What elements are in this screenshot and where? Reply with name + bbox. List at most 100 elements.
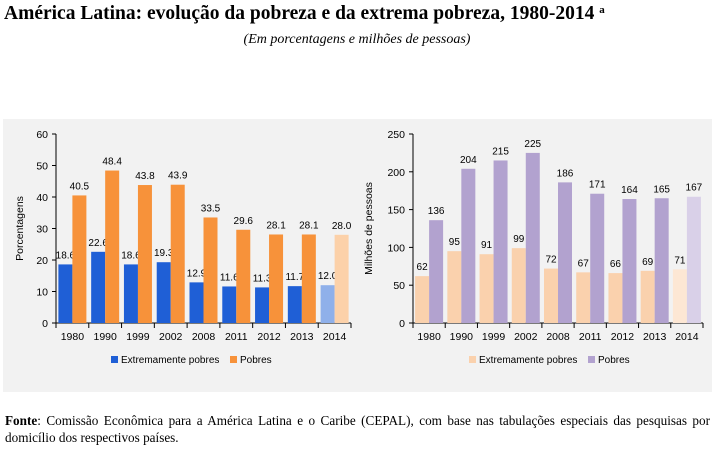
x-tick-label: 2011 [579,331,602,343]
bar-pobres [170,184,185,323]
data-label-extremamente-pobres: 12.9 [187,268,207,279]
bar-extremamente-pobres [576,272,591,323]
data-label-extremamente-pobres: 18.6 [121,250,141,261]
footnote-label: Fonte [5,413,38,428]
bar-extremamente-pobres [640,270,655,323]
legend-swatch-pobres [230,356,237,363]
bar-pobres [590,193,605,323]
bar-pobres [686,196,701,323]
y-tick-label: 0 [399,318,405,330]
data-label-pobres: 164 [621,185,638,196]
bar-extremamente-pobres [222,286,237,323]
data-label-extremamente-pobres: 95 [449,237,461,248]
data-label-extremamente-pobres: 22.6 [88,238,108,249]
x-tick-label: 1990 [93,331,117,343]
bar-pobres [429,220,444,323]
data-label-extremamente-pobres: 66 [610,259,622,270]
page-subtitle: (Em porcentagens e milhões de pessoas) [243,32,471,47]
bar-extremamente-pobres [156,262,171,323]
data-label-pobres: 33.5 [201,203,221,214]
x-tick-label: 1990 [450,331,474,343]
data-label-extremamente-pobres: 67 [578,258,590,269]
bar-pobres [525,152,540,323]
data-label-extremamente-pobres: 11.6 [220,272,239,283]
x-tick-label: 2011 [225,331,248,343]
y-tick-label: 30 [36,224,48,236]
bar-pobres [203,217,218,323]
data-label-pobres: 28.1 [266,220,286,231]
data-label-extremamente-pobres: 99 [513,234,525,245]
x-tick-label: 2012 [257,331,281,343]
x-tick-label: 2002 [514,331,538,343]
bar-pobres [558,182,572,323]
y-tick-label: 60 [36,129,48,141]
data-label-pobres: 29.6 [234,216,254,227]
data-label-pobres: 167 [686,183,703,194]
data-label-extremamente-pobres: 91 [481,240,493,251]
bar-extremamente-pobres [447,251,462,323]
bar-pobres [236,229,251,323]
data-label-pobres: 136 [428,206,445,217]
x-tick-label: 2012 [611,331,635,343]
bar-extremamente-pobres [123,264,138,323]
x-tick-label: 1980 [61,331,85,343]
bar-extremamente-pobres [287,286,302,323]
page-title-text: América Latina: evolução da pobreza e da… [4,3,595,24]
data-label-extremamente-pobres: 11.3 [253,273,272,284]
bar-extremamente-pobres [608,273,623,323]
data-label-extremamente-pobres: 19.3 [154,248,174,259]
poverty-millions-chart: 0 50 100 150 200 250 Milhões de pessoas 62 136 19… [363,129,704,366]
data-label-extremamente-pobres: 62 [417,262,429,273]
x-tick-label: 2013 [643,331,667,343]
y-tick-label: 40 [36,192,48,204]
bar-pobres [493,160,508,323]
bar-pobres [461,168,476,323]
x-tick-label: 1999 [482,331,506,343]
x-tick-label: 1999 [126,331,150,343]
y-tick-label: 10 [36,287,48,299]
legend-label-pobres: Pobres [598,355,630,366]
data-label-pobres: 186 [557,168,574,179]
data-label-extremamente-pobres: 72 [545,255,557,266]
bar-pobres [105,170,120,323]
data-label-pobres: 40.5 [70,181,90,192]
data-label-extremamente-pobres: 71 [674,255,686,266]
y-axis-title: Milhões de pessoas [363,182,375,275]
data-label-extremamente-pobres: 12.0 [318,271,338,282]
data-label-pobres: 204 [460,155,477,166]
data-label-pobres: 171 [589,180,606,191]
data-label-pobres: 48.4 [102,157,122,168]
y-tick-label: 50 [393,280,405,292]
legend-label-extremamente-pobres: Extremamente pobres [479,355,577,366]
data-label-pobres: 43.9 [168,171,188,182]
x-tick-label: 2008 [546,331,570,343]
bar-extremamente-pobres [255,287,270,323]
source-footnote: Fonte: Comissão Econômica para a América… [5,412,710,446]
data-label-pobres: 28.0 [332,221,352,232]
data-label-extremamente-pobres: 18.6 [56,250,76,261]
data-label-pobres: 225 [524,139,541,150]
y-axis-title: Porcentagens [14,196,26,261]
bar-pobres [137,185,152,323]
x-tick-label: 2013 [290,331,314,343]
x-tick-label: 1980 [417,331,441,343]
footnote-text: : Comissão Econômica para a América Lati… [5,413,710,445]
bar-pobres [269,234,284,323]
y-tick-label: 50 [36,161,48,173]
legend-swatch-extremamente-pobres [111,356,118,363]
x-tick-label: 2014 [323,331,347,343]
poverty-percent-chart: 0 10 20 30 40 50 60 Porcentagens 18.6 40.5 1980 22.… [14,129,352,366]
bar-extremamente-pobres [672,269,687,323]
y-tick-label: 100 [387,242,405,254]
charts-panel: 0 10 20 30 40 50 60 Porcentagens 18.6 40.5 1980 22.… [3,119,712,392]
y-tick-label: 150 [387,205,405,217]
bar-extremamente-pobres [58,264,73,323]
legend-label-pobres: Pobres [240,355,272,366]
bar-extremamente-pobres [91,251,106,323]
page-title: América Latina: evolução da pobreza e da… [4,3,710,25]
bar-extremamente-pobres [511,248,526,323]
y-tick-label: 20 [36,255,48,267]
bar-pobres [301,234,316,323]
data-label-pobres: 28.1 [299,220,319,231]
y-tick-label: 200 [387,167,405,179]
